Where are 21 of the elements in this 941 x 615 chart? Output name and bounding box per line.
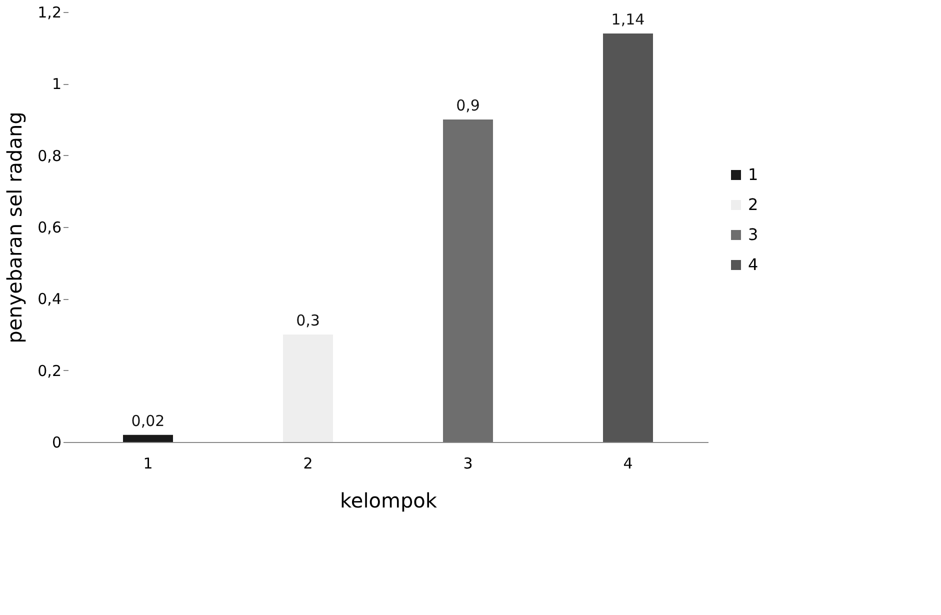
data-label: 0,9 [456, 96, 480, 114]
y-tick-label: 0,8 [38, 146, 62, 165]
legend-label: 1 [748, 165, 758, 184]
y-tick-label: 0,4 [38, 290, 62, 308]
data-label: 1,14 [611, 10, 645, 28]
data-label: 0,02 [131, 412, 165, 430]
x-tick-label: 2 [303, 454, 313, 472]
x-tick-label: 1 [143, 454, 153, 472]
y-axis-title: penyebaran sel radang [2, 112, 27, 344]
legend-label: 2 [748, 195, 758, 214]
y-tick-label: 0,6 [38, 218, 62, 236]
legend-label: 3 [748, 225, 758, 244]
x-tick-label: 4 [623, 454, 633, 472]
data-label: 0,3 [296, 312, 320, 330]
y-tick-label: 1 [52, 75, 62, 94]
legend-label: 4 [748, 255, 758, 274]
x-axis-title: kelompok [340, 488, 438, 512]
y-tick-label: 1,2 [38, 4, 62, 22]
x-tick-label: 3 [463, 454, 473, 472]
y-tick-label: 0 [52, 434, 62, 452]
y-tick-label: 0,2 [38, 362, 62, 380]
